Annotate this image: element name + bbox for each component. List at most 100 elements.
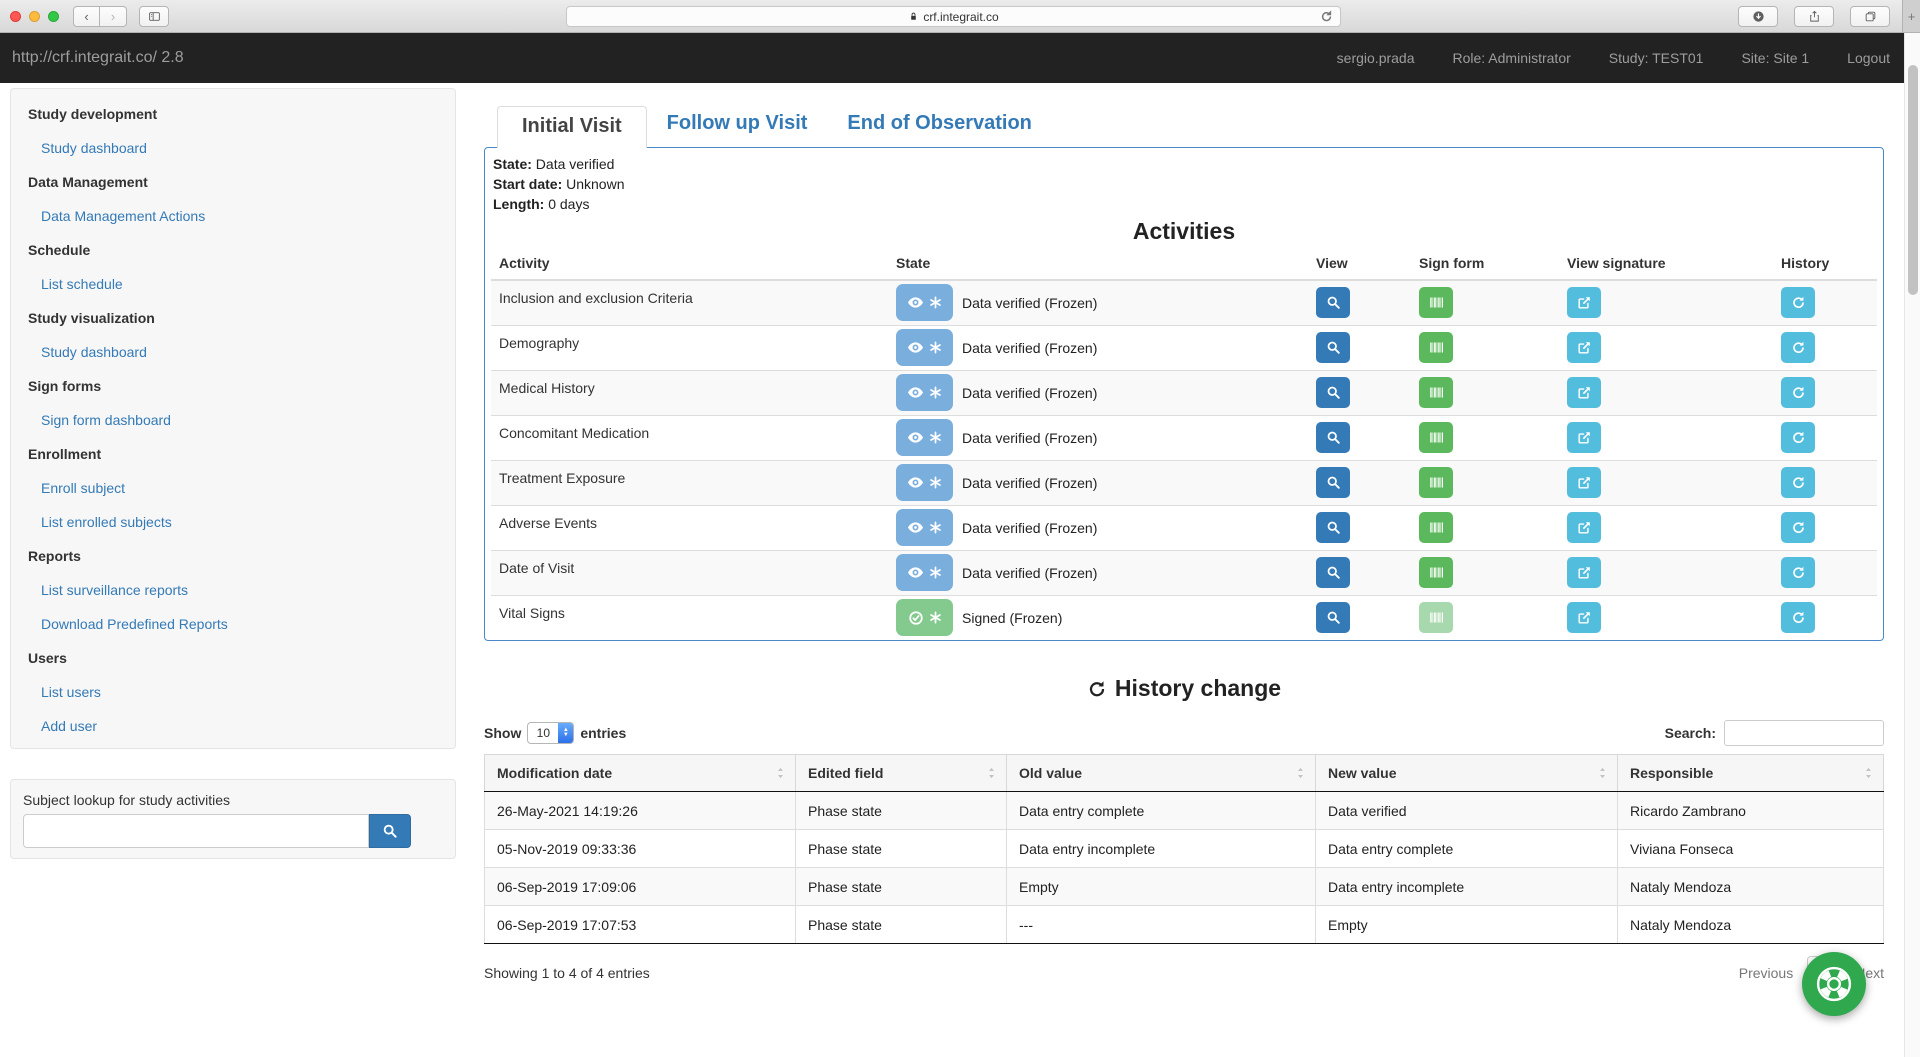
sign-form-button[interactable] [1419,557,1453,588]
tab-follow-up-visit[interactable]: Follow up Visit [666,112,808,134]
navbar-username[interactable]: sergio.prada [1336,50,1415,66]
history-button[interactable] [1781,467,1815,498]
view-signature-button[interactable] [1567,332,1601,363]
history-button[interactable] [1781,557,1815,588]
refresh-icon[interactable] [1087,679,1107,699]
scrollbar-thumb[interactable] [1907,65,1918,295]
visit-tabs: Initial Visit Follow up Visit End of Obs… [484,104,1884,148]
col-activity: Activity [491,247,888,281]
view-signature-button[interactable] [1567,512,1601,543]
view-button[interactable] [1316,512,1350,543]
back-button[interactable]: ‹ [73,5,100,27]
sign-form-button[interactable] [1419,422,1453,453]
view-button[interactable] [1316,287,1350,319]
view-button[interactable] [1316,377,1350,408]
pagination-previous[interactable]: Previous [1738,965,1794,981]
view-signature-button[interactable] [1567,602,1601,634]
url-field[interactable]: crf.integrait.co [566,6,1341,27]
downloads-button[interactable] [1738,6,1778,27]
initial-visit-panel: State: Data verified Start date: Unknown… [484,147,1884,641]
refresh-icon [1791,295,1806,310]
sidebar-link-study-dashboard-2[interactable]: Study dashboard [41,344,147,360]
external-link-icon [1577,295,1592,310]
sidebar-link-sign-form-dashboard[interactable]: Sign form dashboard [41,412,171,428]
activity-row: Date of Visit Data verified (Frozen) [491,549,1877,595]
new-value: Data verified [1315,791,1618,830]
sidebar-link-enroll-subject[interactable]: Enroll subject [41,480,126,496]
navbar-brand[interactable]: http://crf.integrait.co/ 2.8 [12,49,184,66]
activity-row: Medical History Data verified (Frozen) [491,369,1877,415]
refresh-icon [1791,385,1806,400]
activity-name: Adverse Events [491,504,888,550]
eye-icon [907,339,924,356]
view-button[interactable] [1316,467,1350,498]
sidebar-link-study-dashboard[interactable]: Study dashboard [41,140,147,156]
sign-form-button[interactable] [1419,467,1453,498]
share-button[interactable] [1794,6,1834,27]
tab-initial-visit[interactable]: Initial Visit [497,106,647,148]
subject-lookup-input[interactable] [23,814,369,848]
col-old-value[interactable]: Old value [1006,754,1316,792]
forward-button[interactable]: › [100,5,127,27]
view-signature-button[interactable] [1567,287,1601,319]
view-signature-button[interactable] [1567,422,1601,453]
sidebar-link-list-schedule[interactable]: List schedule [41,276,123,292]
new-tab-button[interactable]: + [1902,0,1920,32]
page-scrollbar[interactable] [1904,33,1920,1057]
sidebar-link-list-surveillance-reports[interactable]: List surveillance reports [41,582,189,598]
sign-form-button[interactable] [1419,377,1453,408]
sidebar-link-list-enrolled-subjects[interactable]: List enrolled subjects [41,514,172,530]
eye-icon [907,474,924,491]
barcode-icon [1429,565,1444,580]
refresh-icon [1791,520,1806,535]
history-button[interactable] [1781,512,1815,543]
history-button[interactable] [1781,377,1815,408]
zoom-window-button[interactable] [48,10,59,22]
col-responsible[interactable]: Responsible [1617,754,1884,792]
sidebar-link-data-management-actions[interactable]: Data Management Actions [41,208,206,224]
old-value: --- [1006,905,1316,944]
sign-form-button[interactable] [1419,332,1453,363]
modification-date: 05-Nov-2019 09:33:36 [484,829,796,868]
refresh-icon [1791,430,1806,445]
page-size-value: 10 [536,726,551,740]
activity-row: Treatment Exposure Data verified (Frozen… [491,459,1877,505]
col-modification-date[interactable]: Modification date [484,754,796,792]
sidebar-toggle-button[interactable] [139,5,169,27]
view-button[interactable] [1316,332,1350,363]
view-button[interactable] [1316,422,1350,453]
history-row: 06-Sep-2019 17:07:53 Phase state --- Emp… [484,905,1884,944]
view-signature-button[interactable] [1567,467,1601,498]
responsible: Viviana Fonseca [1617,829,1884,868]
show-tabs-button[interactable] [1850,6,1890,27]
col-new-value[interactable]: New value [1315,754,1618,792]
edited-field: Phase state [795,905,1007,944]
visit-start-line: Start date: Unknown [491,174,1877,194]
minimize-window-button[interactable] [29,10,40,22]
col-edited-field[interactable]: Edited field [795,754,1007,792]
help-fab-button[interactable] [1802,952,1866,1016]
page-size-select[interactable]: 10 ▲ ▼ [527,722,575,744]
navbar-logout[interactable]: Logout [1847,50,1890,66]
tab-end-of-observation[interactable]: End of Observation [847,112,1032,134]
sidebar-link-list-users[interactable]: List users [41,684,101,700]
view-signature-button[interactable] [1567,557,1601,588]
history-button[interactable] [1781,332,1815,363]
modification-date: 06-Sep-2019 17:07:53 [484,905,796,944]
sidebar-link-add-user[interactable]: Add user [41,718,98,734]
history-button[interactable] [1781,287,1815,319]
sign-form-button[interactable] [1419,287,1453,319]
view-button[interactable] [1316,557,1350,588]
history-button[interactable] [1781,422,1815,453]
history-search-input[interactable] [1724,720,1884,746]
state-text: Data verified (Frozen) [962,474,1098,491]
reload-icon[interactable] [1320,10,1333,23]
share-icon [1808,10,1821,23]
sign-form-button[interactable] [1419,512,1453,543]
subject-lookup-search-button[interactable] [369,814,411,848]
close-window-button[interactable] [10,10,21,22]
sidebar-link-download-predefined-reports[interactable]: Download Predefined Reports [41,616,228,632]
history-button[interactable] [1781,602,1815,634]
view-button[interactable] [1316,602,1350,634]
view-signature-button[interactable] [1567,377,1601,408]
